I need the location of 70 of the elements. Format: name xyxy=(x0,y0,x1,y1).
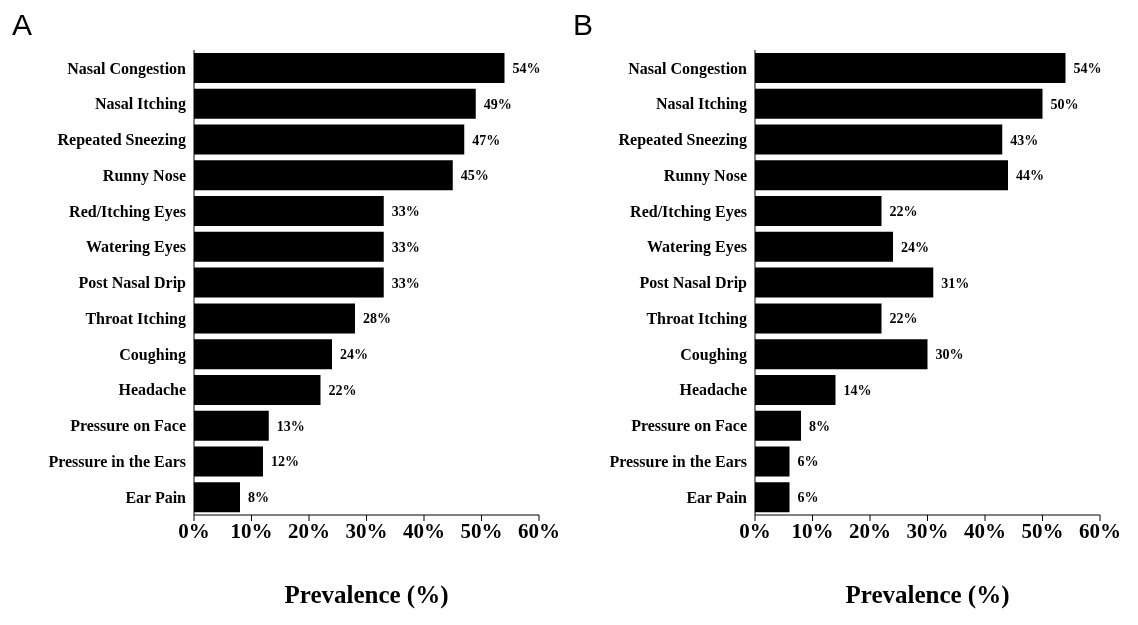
y-tick-label: Pressure in the Ears xyxy=(609,453,747,471)
y-tick-label: Repeated Sneezing xyxy=(57,131,186,150)
data-label: 30% xyxy=(935,347,964,363)
y-tick-label: Nasal Congestion xyxy=(67,59,187,78)
y-tick-label: Ear Pain xyxy=(686,488,748,506)
data-label: 31% xyxy=(941,275,970,291)
x-tick-label: 0% xyxy=(739,518,771,543)
y-tick-label: Runny Nose xyxy=(102,166,186,185)
y-tick-label: Throat Itching xyxy=(646,309,747,328)
x-tick-label: 40% xyxy=(403,518,445,543)
y-tick-label: Red/Itching Eyes xyxy=(630,202,747,221)
y-tick-label: Post Nasal Drip xyxy=(78,274,187,293)
y-tick-label: Watering Eyes xyxy=(86,238,186,257)
x-tick-label: 30% xyxy=(345,518,388,543)
x-tick-label: 10% xyxy=(230,518,273,543)
y-tick-label: Pressure in the Ears xyxy=(48,453,186,471)
data-label: 45% xyxy=(460,168,489,184)
data-label: 43% xyxy=(1010,132,1039,148)
y-tick-label: Runny Nose xyxy=(663,166,747,185)
x-tick-label: 20% xyxy=(849,518,891,543)
data-label: 22% xyxy=(889,311,918,327)
y-tick-label: Nasal Congestion xyxy=(628,59,748,78)
y-tick-label: Coughing xyxy=(680,345,747,364)
chart-title: B xyxy=(573,8,594,42)
y-tick-label: Watering Eyes xyxy=(647,238,747,257)
data-label: 54% xyxy=(1073,60,1102,76)
data-label: 44% xyxy=(1016,168,1044,184)
x-tick-label: 40% xyxy=(964,518,1006,543)
y-tick-label: Red/Itching Eyes xyxy=(69,202,186,221)
data-label: 33% xyxy=(391,239,420,255)
y-tick-label: Headache xyxy=(118,381,186,399)
data-label: 12% xyxy=(271,454,299,470)
data-label: 6% xyxy=(797,454,819,470)
data-label: 8% xyxy=(248,490,269,506)
y-tick-label: Pressure on Face xyxy=(70,417,186,435)
x-tick-label: 30% xyxy=(906,518,949,543)
y-tick-label: Ear Pain xyxy=(125,488,187,506)
x-axis-title: Prevalence (%) xyxy=(284,581,449,609)
data-label: 13% xyxy=(276,418,305,434)
y-tick-label: Repeated Sneezing xyxy=(618,131,747,150)
data-label: 6% xyxy=(797,490,819,506)
data-label: 28% xyxy=(363,311,391,327)
data-label: 50% xyxy=(1050,96,1079,112)
y-tick-label: Headache xyxy=(679,381,747,399)
x-tick-label: 60% xyxy=(518,518,560,543)
y-tick-label: Post Nasal Drip xyxy=(639,274,748,293)
data-label: 22% xyxy=(889,204,918,220)
data-label: 54% xyxy=(512,60,541,76)
data-label: 22% xyxy=(328,382,357,398)
y-tick-label: Nasal Itching xyxy=(94,95,186,114)
x-tick-label: 20% xyxy=(288,518,330,543)
x-tick-label: 0% xyxy=(178,518,210,543)
x-tick-label: 60% xyxy=(1079,518,1121,543)
y-tick-label: Coughing xyxy=(119,345,186,364)
data-label: 47% xyxy=(472,132,501,148)
y-tick-label: Nasal Itching xyxy=(655,95,747,114)
x-axis-title: Prevalence (%) xyxy=(845,581,1010,609)
data-label: 33% xyxy=(391,275,420,291)
data-label: 24% xyxy=(340,347,368,363)
y-tick-label: Pressure on Face xyxy=(631,417,747,435)
data-label: 49% xyxy=(483,96,512,112)
data-label: 14% xyxy=(843,382,872,398)
y-tick-label: Throat Itching xyxy=(85,309,186,328)
x-tick-label: 50% xyxy=(1021,518,1064,543)
x-tick-label: 50% xyxy=(460,518,503,543)
data-label: 24% xyxy=(901,239,929,255)
data-label: 33% xyxy=(391,204,420,220)
x-tick-label: 10% xyxy=(791,518,834,543)
chart-title: A xyxy=(12,8,33,42)
data-label: 8% xyxy=(809,418,830,434)
